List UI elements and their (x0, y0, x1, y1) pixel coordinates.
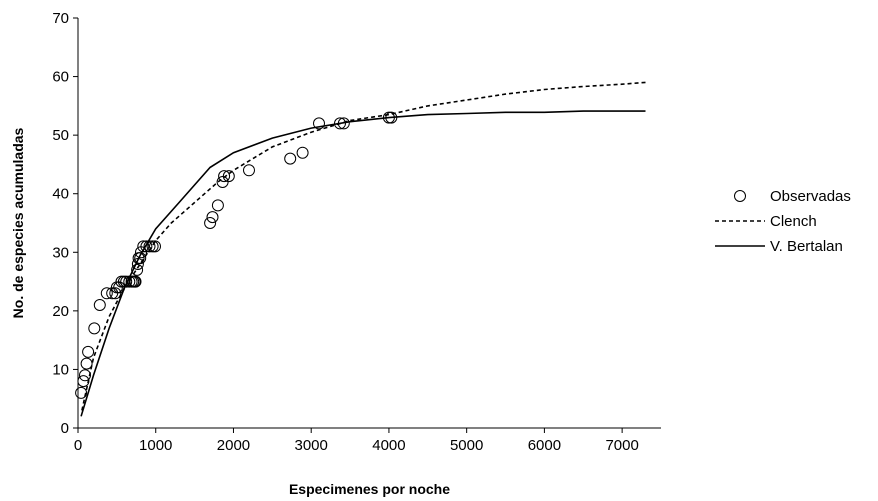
legend-label: Observadas (770, 188, 851, 205)
x-tick-label: 0 (74, 437, 82, 454)
data-point (146, 240, 159, 253)
legend-item-observadas: Observadas (734, 188, 851, 205)
legend-label: V. Bertalan (770, 238, 843, 255)
data-point (149, 240, 161, 253)
data-point (334, 117, 346, 130)
series-line-v-bertalan (80, 110, 646, 417)
x-axis-title: Especimenes por noche (289, 481, 450, 497)
data-point (313, 117, 325, 130)
series-clench (81, 81, 646, 411)
data-point (82, 345, 95, 358)
data-point (140, 240, 153, 253)
data-point (206, 211, 219, 224)
data-point (137, 240, 150, 253)
data-point (80, 357, 93, 370)
y-tick-label: 10 (52, 361, 69, 378)
data-point (100, 287, 113, 300)
data-point (75, 386, 88, 399)
y-tick-label: 20 (52, 303, 69, 320)
data-point (296, 146, 309, 159)
data-point (88, 322, 101, 335)
data-point (284, 152, 297, 165)
x-tick-label: 4000 (372, 437, 405, 454)
data-point (218, 170, 231, 183)
y-tick-label: 50 (52, 127, 69, 144)
series-layer (75, 81, 646, 417)
x-tick-label: 7000 (605, 437, 638, 454)
series-line-clench (81, 81, 646, 411)
y-tick-label: 30 (52, 244, 69, 261)
series-v-bertalan (80, 110, 646, 417)
axes: 0 10 20 30 40 50 60 70 0 1000 2000 3000 4000 5000 6000… (52, 10, 661, 454)
legend-item-v-bertalan: V. Bertalan (715, 238, 843, 255)
data-point (131, 263, 144, 276)
y-tick-label: 70 (52, 10, 69, 27)
y-tick-label: 60 (52, 69, 69, 86)
x-tick-label: 3000 (295, 437, 328, 454)
data-point (120, 275, 133, 288)
data-point (93, 299, 106, 311)
series-observadas (75, 111, 398, 399)
x-tick-label: 5000 (450, 437, 483, 454)
x-tick-label: 2000 (217, 437, 250, 454)
data-point (204, 217, 217, 229)
x-tick-label: 6000 (528, 437, 561, 454)
data-point (79, 369, 91, 382)
data-point (109, 287, 122, 300)
data-point (222, 170, 235, 183)
x-tick-label: 1000 (139, 437, 172, 454)
data-point (134, 252, 147, 265)
legend-label: Clench (770, 213, 817, 230)
data-point (243, 164, 255, 177)
y-tick-label: 0 (61, 420, 69, 437)
legend-swatch-observadas (734, 190, 746, 202)
legend-item-clench: Clench (715, 213, 817, 230)
data-point (129, 275, 142, 288)
y-tick-label: 40 (52, 186, 69, 203)
y-axis-title: No. de especies acumuladas (10, 127, 26, 318)
legend: Observadas Clench V. Bertalan (715, 188, 851, 255)
data-point (211, 199, 224, 212)
